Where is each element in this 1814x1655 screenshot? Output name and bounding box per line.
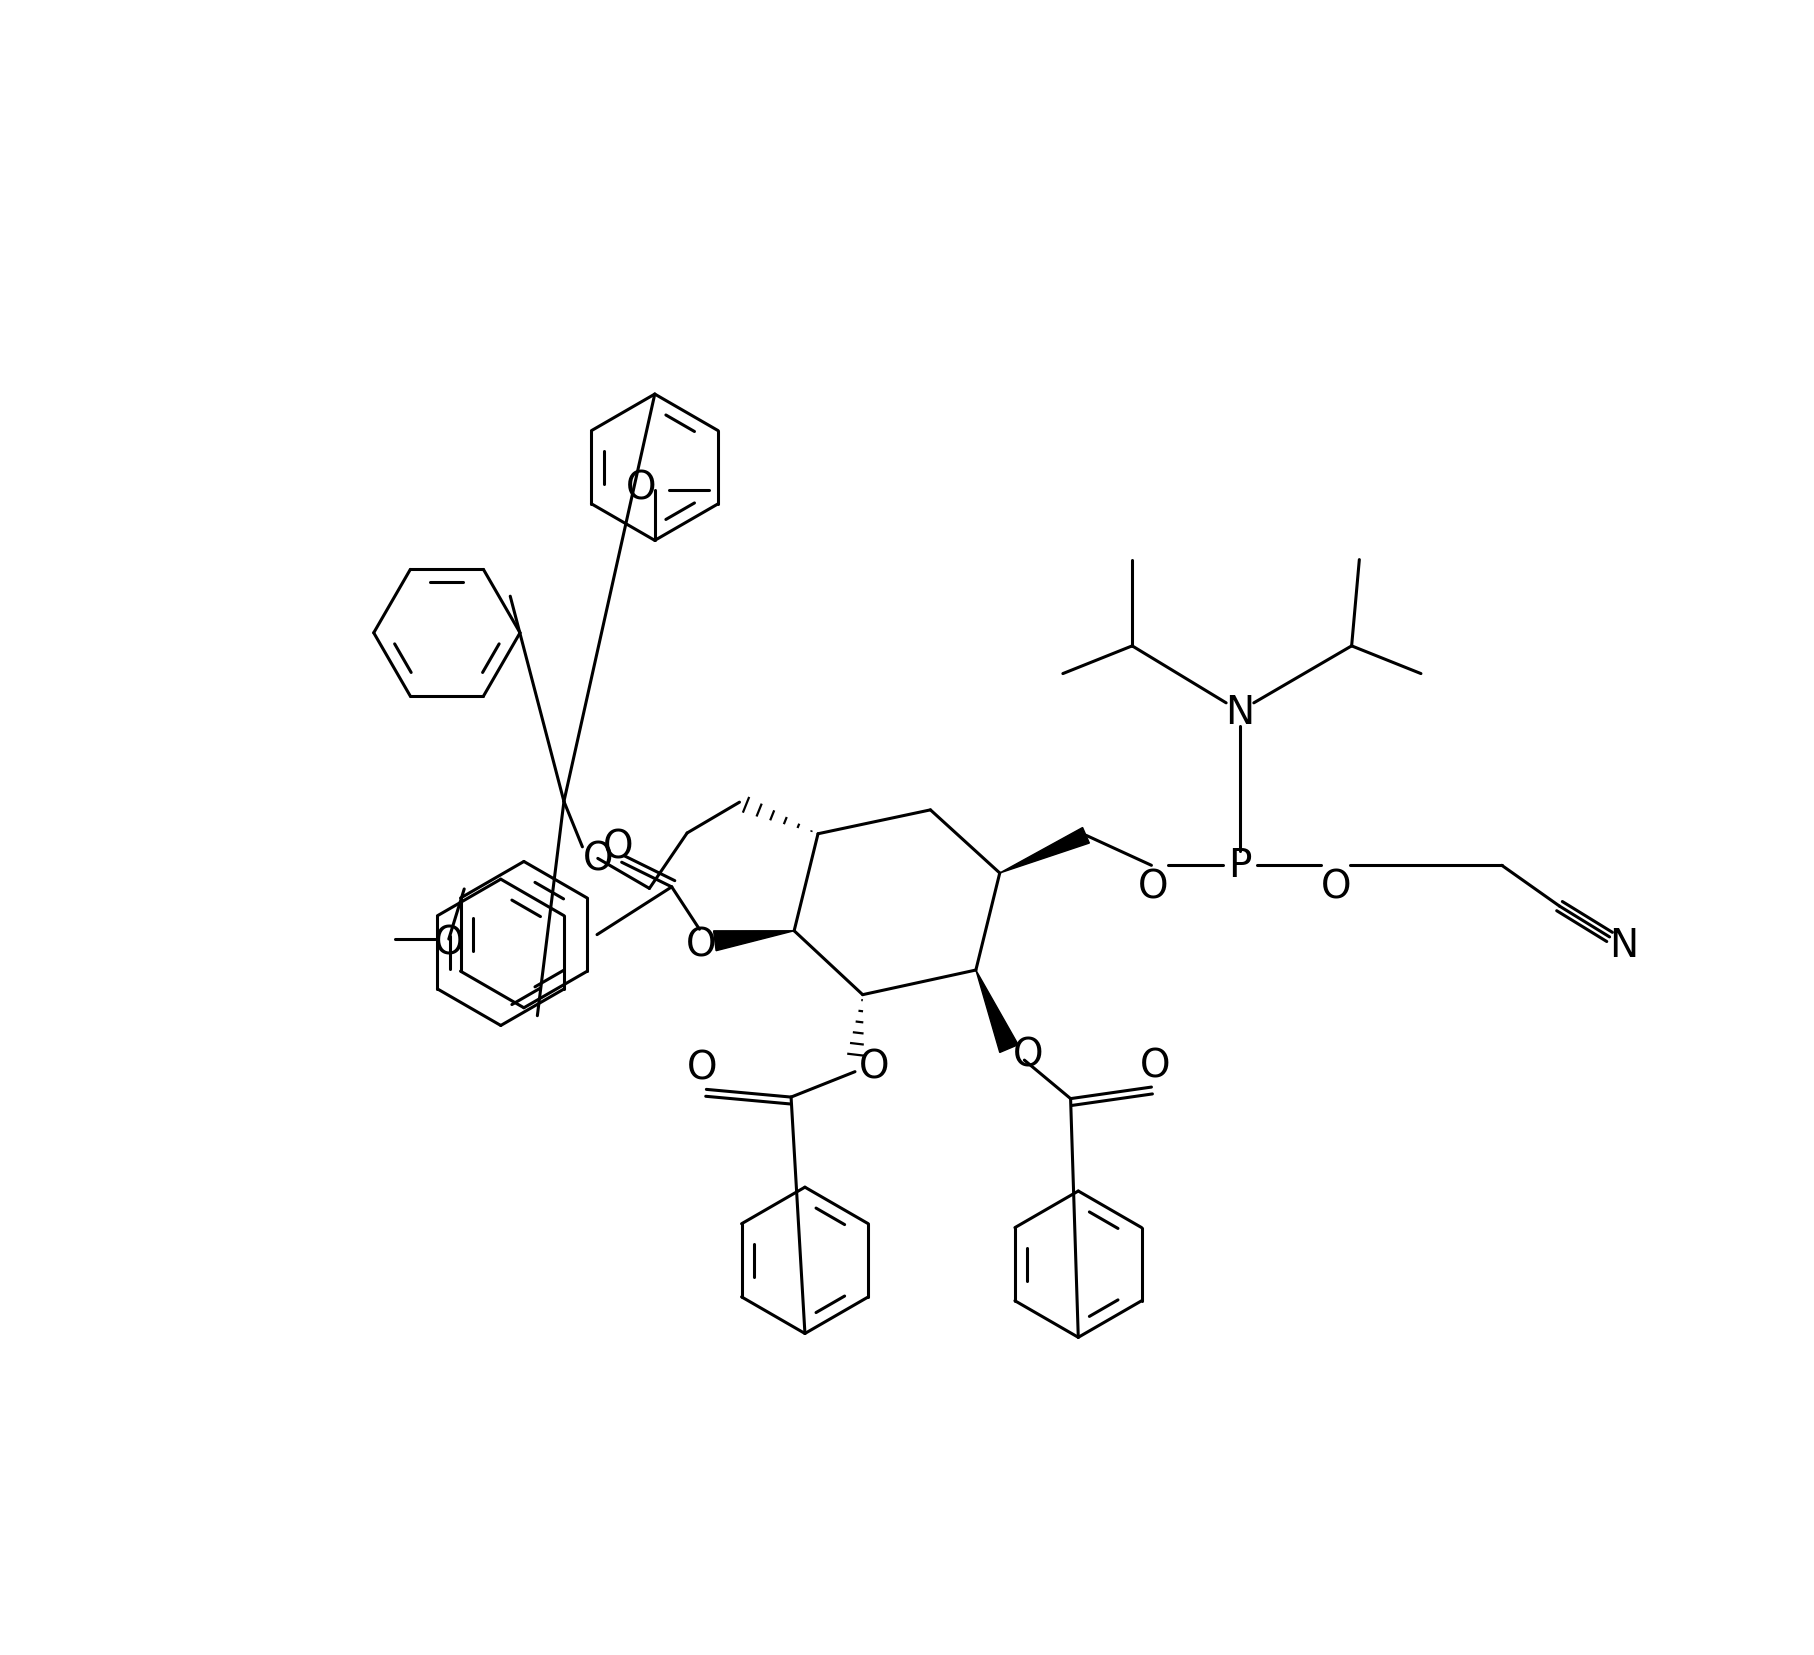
Text: P: P: [1228, 847, 1252, 885]
Polygon shape: [713, 932, 795, 952]
Text: O: O: [1139, 1048, 1170, 1086]
Text: N: N: [1226, 693, 1255, 732]
Text: N: N: [1609, 927, 1638, 963]
Text: O: O: [582, 839, 613, 877]
Text: O: O: [626, 468, 657, 506]
Text: O: O: [688, 1049, 718, 1087]
Text: O: O: [602, 829, 633, 866]
Text: O: O: [860, 1048, 889, 1086]
Polygon shape: [976, 970, 1018, 1053]
Text: O: O: [1137, 869, 1168, 907]
Text: O: O: [1321, 869, 1351, 907]
Text: O: O: [1012, 1036, 1043, 1074]
Text: O: O: [686, 927, 717, 963]
Text: O: O: [434, 923, 464, 962]
Polygon shape: [1000, 828, 1090, 874]
